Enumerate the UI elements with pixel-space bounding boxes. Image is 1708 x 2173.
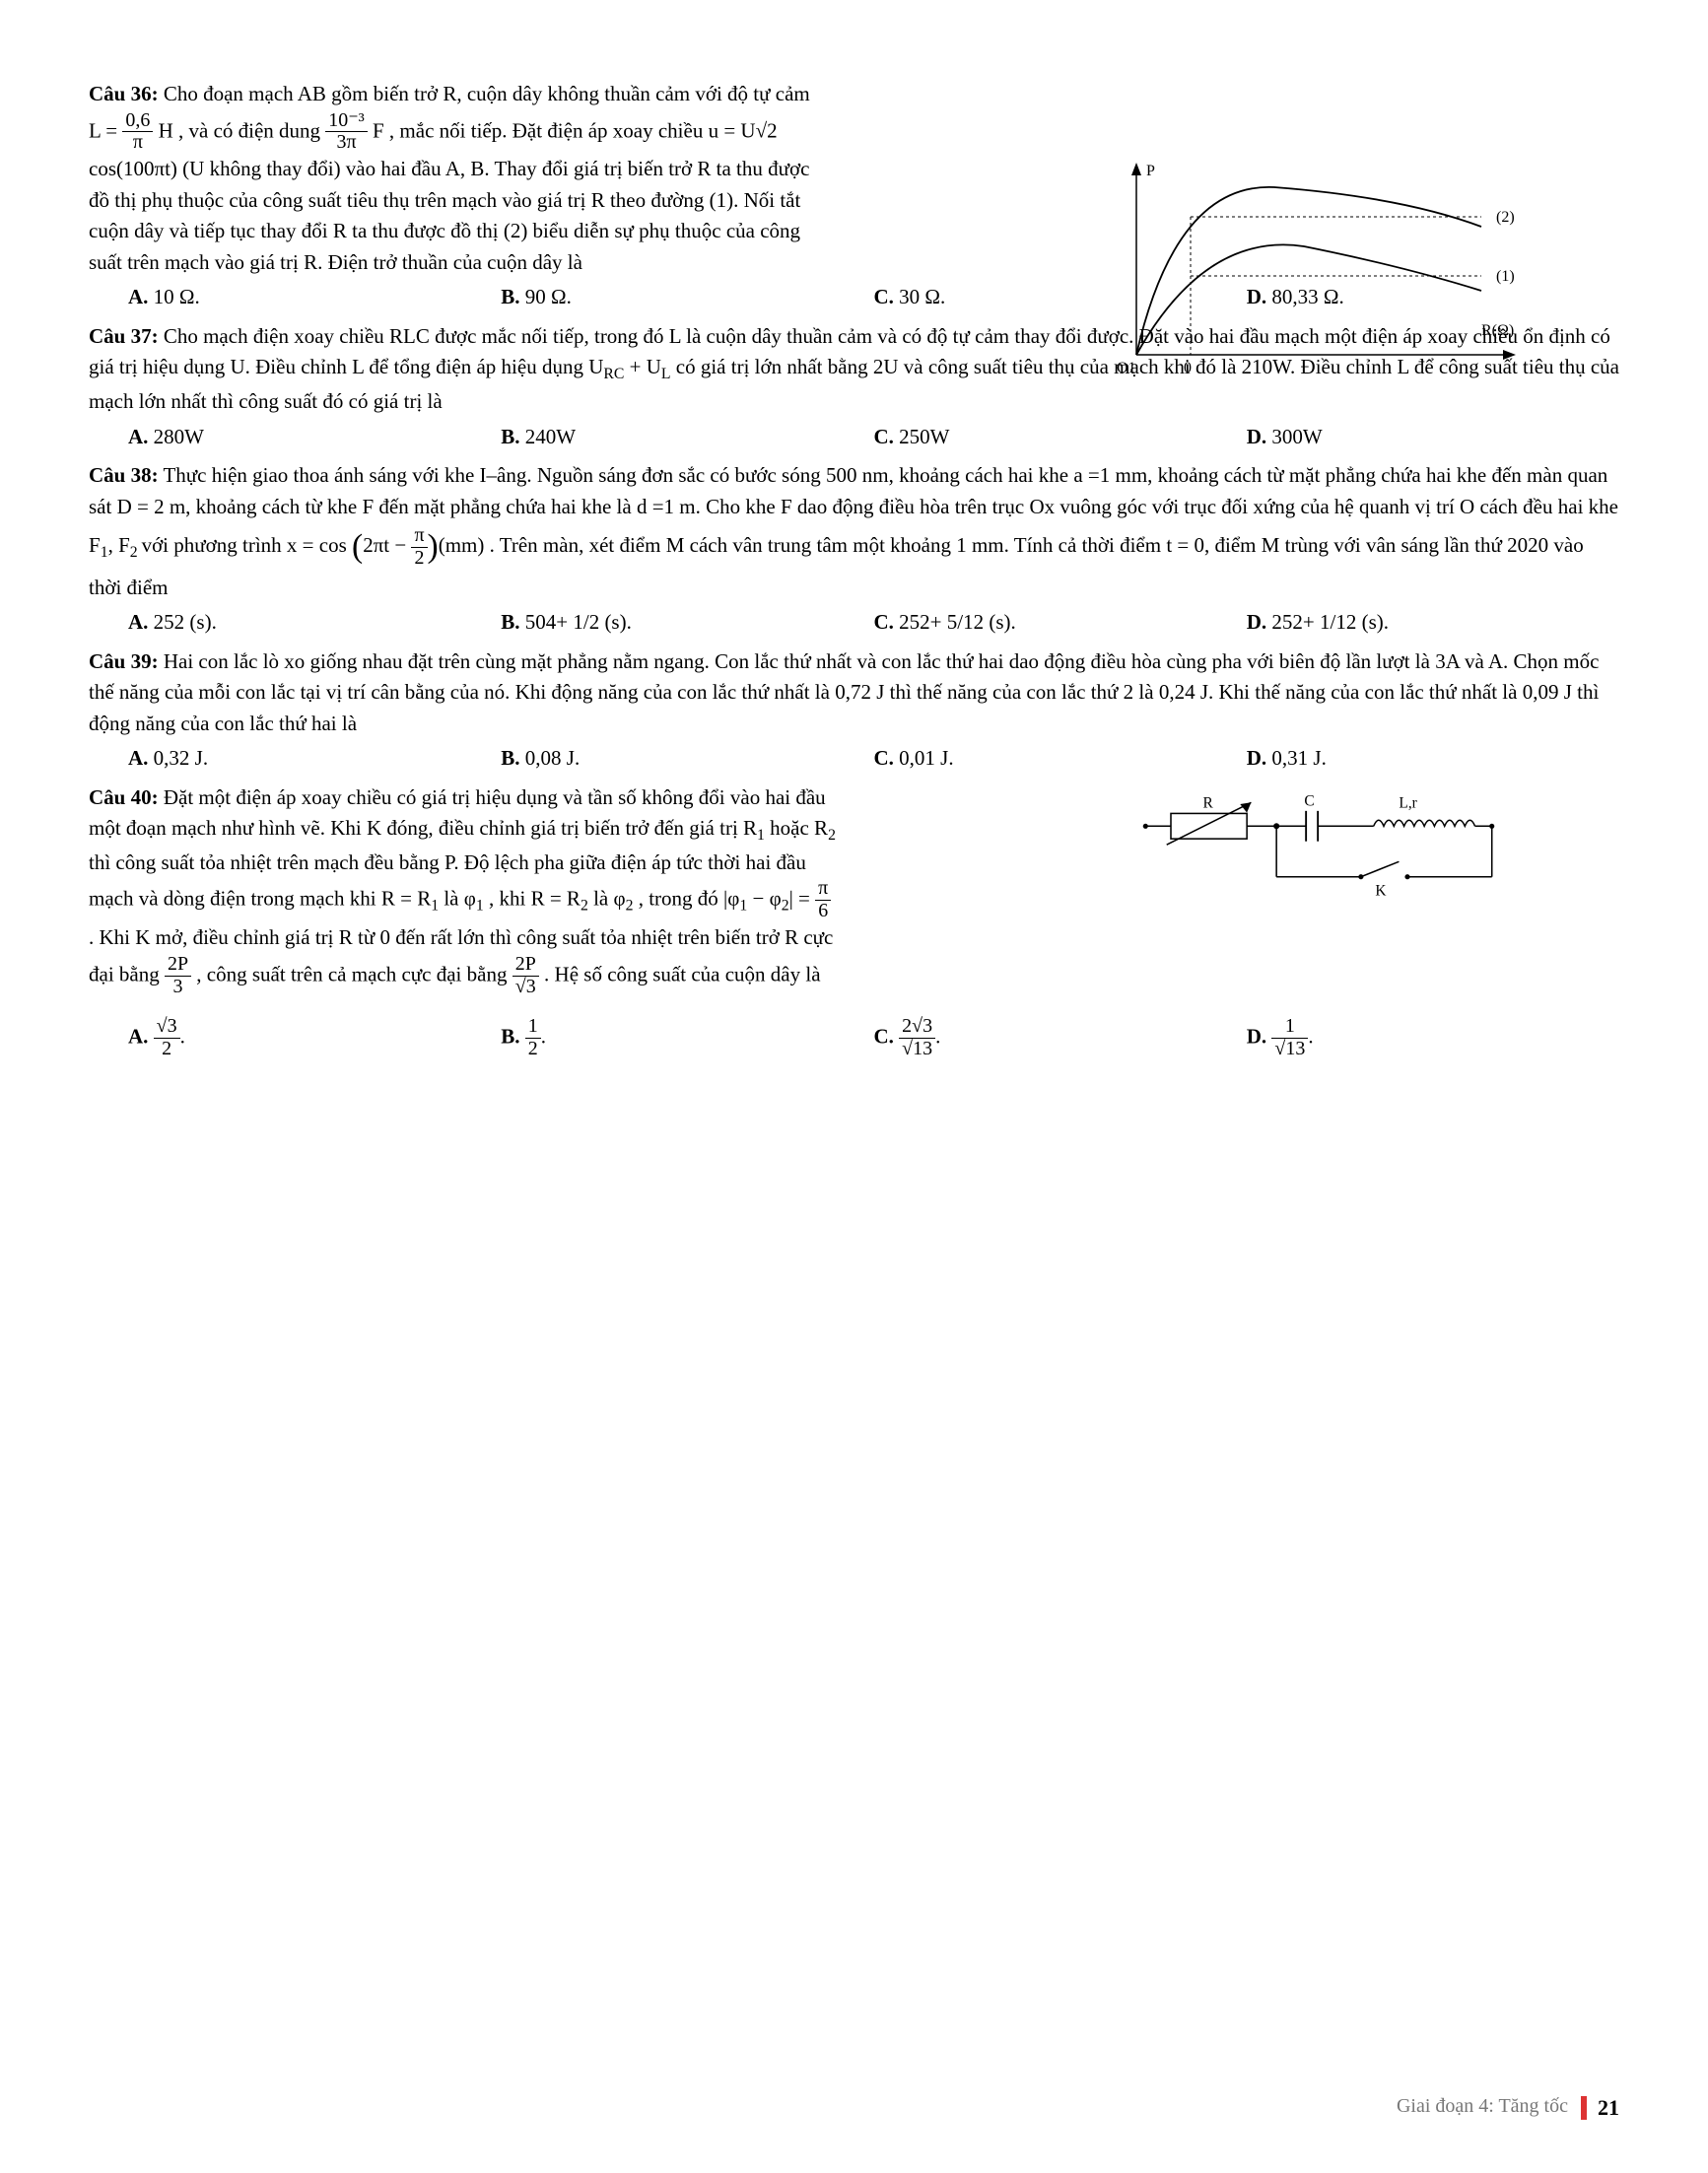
option-b: B. 12. [501,1016,873,1060]
question-36-text-2: H , và có điện dung [159,118,326,142]
option-d: D. 300W [1247,422,1619,453]
fraction: 10⁻³ 3π [325,110,367,155]
question-39-options: A. 0,32 J. B. 0,08 J. C. 0,01 J. D. 0,31… [128,743,1619,775]
fraction: 0,6 π [122,110,153,155]
switch-label: K [1375,882,1386,899]
option-d: D. 0,31 J. [1247,743,1619,775]
option-d: D. 1√13. [1247,1016,1619,1060]
option-a: A. 280W [128,422,501,453]
curve-2-label: (2) [1496,209,1515,226]
inductor-label: L,r [1399,794,1416,811]
question-39: Câu 39: Hai con lắc lò xo giống nhau đặt… [89,646,1619,775]
question-40: Câu 40: Đặt một điện áp xoay chiều có gi… [89,782,1619,1060]
question-40-body: Câu 40: Đặt một điện áp xoay chiều có gi… [89,782,838,998]
question-36-body: Câu 36: Cho đoạn mạch AB gồm biến trở R,… [89,79,818,278]
circuit-figure: R C L,r K [1107,792,1531,911]
resistor-label: R [1203,794,1214,811]
fraction: 2√3√13 [899,1016,935,1060]
fraction: 2P3 [165,954,191,998]
graph-figure: P R(Ω) O1 0 (2) (1) [1107,158,1531,384]
question-36: Câu 36: Cho đoạn mạch AB gồm biến trở R,… [89,79,1619,313]
fraction: √32 [154,1016,180,1060]
option-a: A. 10 Ω. [128,282,501,313]
option-a: A. 0,32 J. [128,743,501,775]
question-36-label: Câu 36: [89,82,159,105]
page-number: 21 [1598,2095,1619,2120]
question-40-options: A. √32. B. 12. C. 2√3√13. D. 1√13. [128,1016,1619,1060]
option-c: C. 0,01 J. [874,743,1247,775]
page-footer: Giai đoạn 4: Tăng tốc 21 [1397,2091,1619,2124]
right-paren: ) [428,528,439,565]
option-c: C. 250W [874,422,1247,453]
fraction: 1√13 [1271,1016,1308,1060]
curve-1-label: (1) [1496,268,1515,285]
option-b: B. 0,08 J. [501,743,873,775]
fraction: 12 [525,1016,541,1060]
question-38: Câu 38: Thực hiện giao thoa ánh sáng với… [89,460,1619,638]
question-40-label: Câu 40: [89,785,159,809]
option-c: C. 252+ 5/12 (s). [874,607,1247,639]
capacitor-label: C [1304,792,1314,809]
left-paren: ( [352,528,363,565]
option-b: B. 90 Ω. [501,282,873,313]
fraction: 2P√3 [512,954,539,998]
footer-separator [1581,2096,1587,2120]
footer-text: Giai đoạn 4: Tăng tốc [1397,2095,1568,2117]
option-d: D. 252+ 1/12 (s). [1247,607,1619,639]
option-b: B. 240W [501,422,873,453]
axis-y-label: P [1146,163,1155,179]
option-a: A. 252 (s). [128,607,501,639]
question-37-label: Câu 37: [89,324,159,348]
question-39-label: Câu 39: [89,649,159,673]
axis-x-label: R(Ω) [1481,322,1514,339]
option-b: B. 504+ 1/2 (s). [501,607,873,639]
question-38-label: Câu 38: [89,463,159,487]
option-c: C. 2√3√13. [874,1016,1247,1060]
fraction: π2 [411,525,427,570]
option-a: A. √32. [128,1016,501,1060]
fraction: π6 [815,878,831,922]
zero-label: 0 [1184,360,1192,376]
question-38-options: A. 252 (s). B. 504+ 1/2 (s). C. 252+ 5/1… [128,607,1619,639]
origin-label: O1 [1117,360,1136,376]
question-37-options: A. 280W B. 240W C. 250W D. 300W [128,422,1619,453]
